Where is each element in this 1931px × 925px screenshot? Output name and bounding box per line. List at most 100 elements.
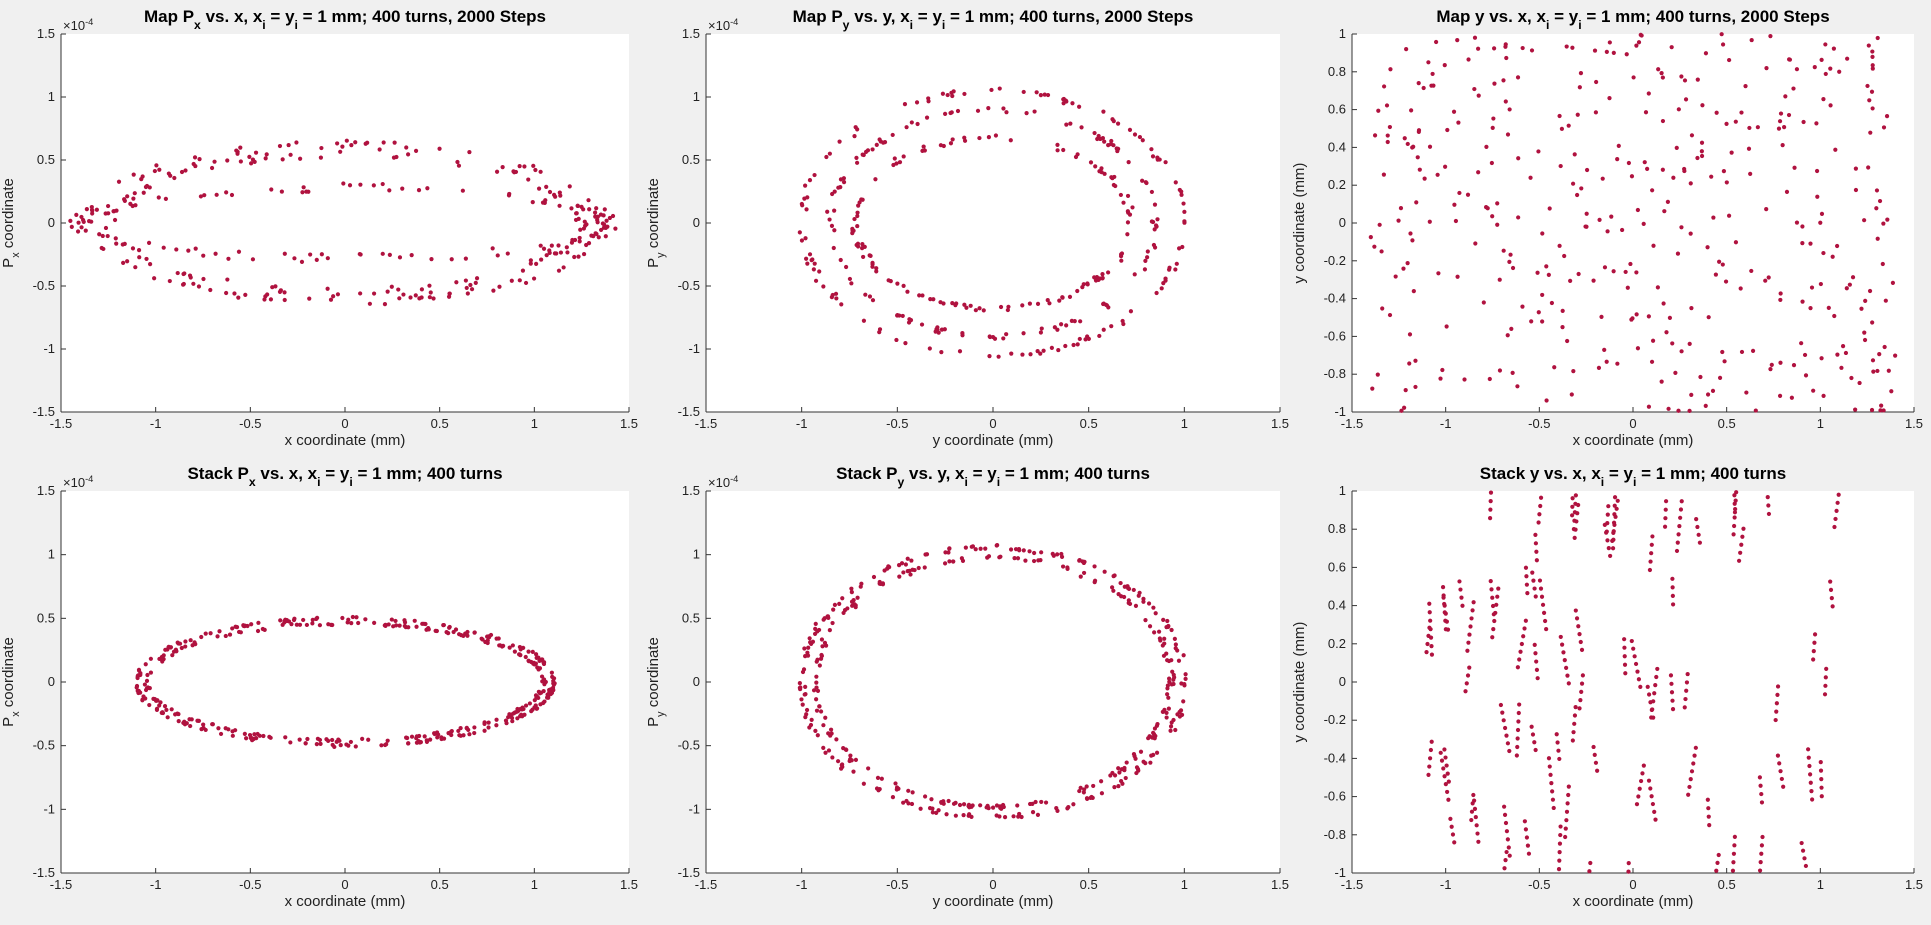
- data-point: [503, 718, 509, 723]
- data-point: [1061, 97, 1066, 102]
- data-point: [1544, 626, 1549, 632]
- data-point: [1179, 189, 1184, 194]
- data-point: [518, 647, 523, 652]
- data-point: [1573, 501, 1578, 506]
- data-point: [532, 698, 537, 703]
- data-point: [1381, 172, 1386, 177]
- data-point: [1835, 243, 1840, 249]
- data-point: [598, 227, 604, 233]
- data-point: [812, 631, 818, 636]
- data-point: [855, 595, 860, 600]
- data-point: [803, 183, 808, 188]
- data-point: [1039, 799, 1044, 805]
- data-point: [1146, 601, 1152, 606]
- data-point: [183, 644, 188, 649]
- data-point: [536, 186, 542, 191]
- data-point: [1112, 573, 1117, 578]
- data-point: [1659, 379, 1664, 384]
- data-point: [1150, 735, 1155, 740]
- data-point: [1635, 346, 1641, 351]
- data-point: [860, 152, 865, 157]
- data-point: [904, 125, 909, 130]
- data-point: [1469, 809, 1475, 814]
- data-point: [998, 304, 1004, 310]
- data-point: [1075, 288, 1080, 294]
- data-point: [954, 301, 959, 306]
- data-point: [999, 805, 1004, 810]
- data-point: [1101, 327, 1106, 332]
- data-point: [998, 805, 1003, 810]
- data-point: [495, 253, 500, 258]
- data-point: [250, 257, 256, 262]
- data-point: [1175, 648, 1180, 653]
- data-point: [284, 618, 289, 624]
- data-point: [1073, 154, 1079, 160]
- data-point: [210, 722, 215, 727]
- data-point: [1516, 156, 1521, 161]
- data-point: [252, 159, 257, 164]
- data-point: [536, 655, 541, 660]
- data-point: [1092, 578, 1098, 583]
- data-point: [978, 546, 983, 551]
- data-point: [944, 812, 949, 817]
- data-point: [209, 165, 215, 171]
- data-point: [1453, 218, 1459, 224]
- data-point: [969, 544, 974, 549]
- data-point: [1592, 752, 1597, 757]
- data-point: [541, 661, 547, 667]
- data-point: [161, 245, 166, 250]
- data-point: [896, 563, 902, 568]
- data-point: [541, 689, 546, 694]
- data-point: [1409, 108, 1414, 113]
- data-point: [1427, 144, 1433, 149]
- data-point: [1427, 219, 1432, 224]
- data-point: [1460, 603, 1465, 608]
- data-point: [803, 236, 808, 241]
- data-point: [953, 813, 958, 818]
- data-point: [1174, 261, 1179, 266]
- data-point: [1372, 244, 1377, 249]
- y-tick-label: 1: [48, 547, 55, 562]
- data-point: [881, 140, 886, 145]
- data-point: [279, 189, 284, 194]
- data-point: [225, 158, 230, 163]
- x-tick-label: -1: [1440, 416, 1452, 431]
- data-point: [234, 625, 240, 630]
- data-point: [1099, 166, 1104, 171]
- data-point: [994, 813, 999, 818]
- data-point: [895, 281, 900, 286]
- data-point: [252, 732, 257, 737]
- data-point: [1036, 558, 1041, 563]
- data-point: [1615, 498, 1620, 503]
- data-point: [939, 800, 944, 805]
- data-point: [1660, 167, 1665, 172]
- data-point: [482, 728, 487, 733]
- data-point: [1538, 503, 1543, 509]
- data-point: [1782, 125, 1787, 130]
- data-point: [135, 688, 140, 693]
- data-point: [986, 135, 992, 140]
- data-point: [942, 561, 948, 566]
- data-point: [1380, 306, 1385, 311]
- data-point: [1786, 57, 1792, 62]
- data-point: [466, 727, 471, 732]
- data-point: [1169, 627, 1174, 633]
- data-point: [75, 229, 81, 234]
- data-point: [215, 634, 220, 639]
- data-point: [1709, 174, 1714, 179]
- data-point: [1689, 769, 1695, 774]
- data-point: [1440, 585, 1446, 590]
- data-point: [990, 334, 996, 340]
- data-point: [547, 689, 552, 694]
- data-point: [1168, 724, 1174, 729]
- data-point: [934, 327, 939, 332]
- data-point: [1881, 221, 1886, 226]
- data-point: [510, 719, 515, 724]
- data-point: [1828, 587, 1834, 592]
- data-point: [487, 634, 492, 640]
- data-point: [1442, 601, 1447, 607]
- data-point: [1171, 677, 1176, 682]
- y-tick-label: -1: [1334, 865, 1346, 880]
- data-point: [1579, 647, 1585, 652]
- data-point: [1530, 732, 1536, 737]
